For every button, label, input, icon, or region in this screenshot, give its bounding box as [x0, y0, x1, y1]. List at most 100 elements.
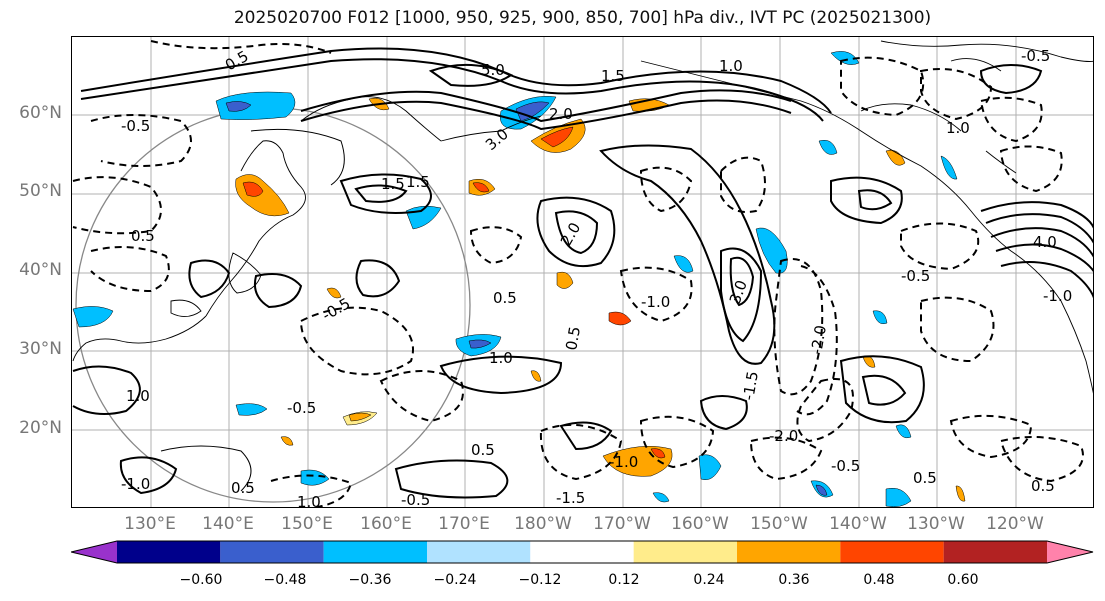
pos-fill-region — [348, 412, 372, 422]
contour-label: 3.0 — [482, 125, 512, 154]
colorbar-tick: −0.36 — [348, 572, 392, 588]
contour-label: -1.0 — [121, 475, 150, 493]
lat-label: 60°N — [19, 103, 62, 123]
lon-label: 130°W — [907, 514, 965, 534]
pos-fill-region — [530, 370, 542, 382]
colorbar-segment — [220, 541, 324, 563]
colorbar-segments — [71, 540, 1094, 564]
lon-label: 150°E — [281, 514, 333, 534]
contour-label: 4.0 — [1033, 233, 1057, 251]
lon-label: 130°E — [124, 514, 176, 534]
colorbar-segment — [840, 541, 944, 563]
map-canvas: 0.5 -0.5 1.0 -1.0 1.5 -1.5 2.0 -2.0 3.0 … — [72, 37, 1093, 508]
contour-label: -1.0 — [1043, 287, 1072, 305]
lon-label: 140°E — [202, 514, 254, 534]
colorbar-segment — [530, 541, 634, 563]
pos-fill-region — [540, 126, 574, 148]
contour-label: -1.5 — [556, 489, 585, 507]
convergence-contours — [72, 40, 1084, 507]
neg-fill-region — [755, 227, 788, 274]
contour-label: -2.0 — [769, 427, 798, 445]
colorbar-segment — [633, 541, 737, 563]
divergence-contours — [72, 47, 1093, 499]
pos-fill-region — [556, 271, 574, 289]
pos-fill-region — [472, 182, 490, 193]
contour-label: 1.5 — [381, 175, 405, 193]
lat-label: 40°N — [19, 260, 62, 280]
contour-label: 0.5 — [562, 325, 584, 352]
colorbar-segment — [737, 541, 841, 563]
neg-fill-region — [940, 155, 958, 180]
lat-label: 20°N — [19, 418, 62, 438]
contour-label: -1.5 — [739, 370, 762, 402]
pos-fill-region — [862, 355, 876, 368]
colorbar-tick: 0.24 — [693, 572, 725, 588]
colorbar-segment — [323, 541, 427, 563]
contour-label: 1.5 — [406, 173, 430, 191]
colorbar-segment — [1047, 541, 1093, 563]
lat-label: 30°N — [19, 339, 62, 359]
thin-contours — [160, 128, 345, 492]
chart-title: 2025020700 F012 [1000, 950, 925, 900, 85… — [233, 8, 932, 28]
colorbar-tick: −0.60 — [179, 572, 223, 588]
neg-fill-region — [235, 403, 268, 416]
shaded-fields — [72, 51, 966, 507]
colorbar-tick: 0.12 — [608, 572, 640, 588]
lon-label: 150°W — [750, 514, 808, 534]
pos-fill-region — [242, 181, 264, 197]
lat-label: 50°N — [19, 181, 62, 201]
lon-label: 170°E — [438, 514, 490, 534]
coastlines — [72, 40, 1093, 394]
contour-label: 5.0 — [481, 61, 505, 79]
lon-label: 120°W — [986, 514, 1044, 534]
radius-circle — [75, 107, 471, 503]
colorbar-tick: −0.24 — [433, 572, 477, 588]
neg-fill-region — [872, 310, 888, 324]
pos-fill-region — [608, 311, 632, 326]
contour-label: -1.0 — [609, 453, 638, 471]
colorbar-outline — [71, 540, 1094, 564]
neg-fill-region — [830, 51, 860, 65]
lon-label: 140°W — [829, 514, 887, 534]
neg-fill-region — [885, 488, 912, 507]
contour-label: -0.5 — [1021, 47, 1050, 65]
neg-fill-region — [215, 91, 296, 120]
pos-fill-region — [326, 287, 342, 299]
colorbar-tick: 0.36 — [778, 572, 810, 588]
contour-label: 2.0 — [549, 105, 573, 123]
contour-label: -0.5 — [287, 399, 316, 417]
colorbar-tick: −0.12 — [518, 572, 562, 588]
contour-label: -0.5 — [401, 491, 430, 508]
contour-label: 1.0 — [489, 349, 513, 367]
contour-label: 3.0 — [726, 278, 751, 307]
contour-label: 1.0 — [946, 119, 970, 137]
contour-label: 0.5 — [493, 289, 517, 307]
neg-fill-region — [72, 306, 114, 328]
contour-label: 0.5 — [131, 227, 155, 245]
lon-label: 160°E — [360, 514, 412, 534]
contour-label: 1.0 — [126, 387, 150, 405]
map-panel: 0.5 -0.5 1.0 -1.0 1.5 -1.5 2.0 -2.0 3.0 … — [71, 36, 1094, 508]
neg-fill-region — [698, 454, 722, 480]
neg-fill-region — [300, 469, 330, 486]
lon-label: 160°W — [671, 514, 729, 534]
colorbar-tick: −0.48 — [263, 572, 307, 588]
contour-label: 0.5 — [913, 469, 937, 487]
contour-label: 0.5 — [222, 47, 252, 75]
neg-fill-region — [515, 101, 550, 122]
neg-fill-region — [815, 484, 828, 496]
contour-label: 1.5 — [601, 67, 625, 85]
lon-label: 180°W — [514, 514, 572, 534]
contour-label: -0.5 — [121, 117, 150, 135]
pos-fill-region — [650, 448, 666, 459]
pos-fill-region — [235, 174, 290, 217]
neg-fill-region — [673, 255, 694, 273]
contour-label: -0.5 — [319, 294, 353, 324]
contour-label: -0.5 — [901, 267, 930, 285]
contour-label: 1.0 — [719, 57, 743, 75]
colorbar-tick: 0.48 — [863, 572, 895, 588]
contour-label: -1.0 — [641, 293, 670, 311]
neg-fill-region — [468, 339, 492, 349]
colorbar — [71, 540, 1094, 564]
contour-label: 2.0 — [557, 219, 585, 249]
